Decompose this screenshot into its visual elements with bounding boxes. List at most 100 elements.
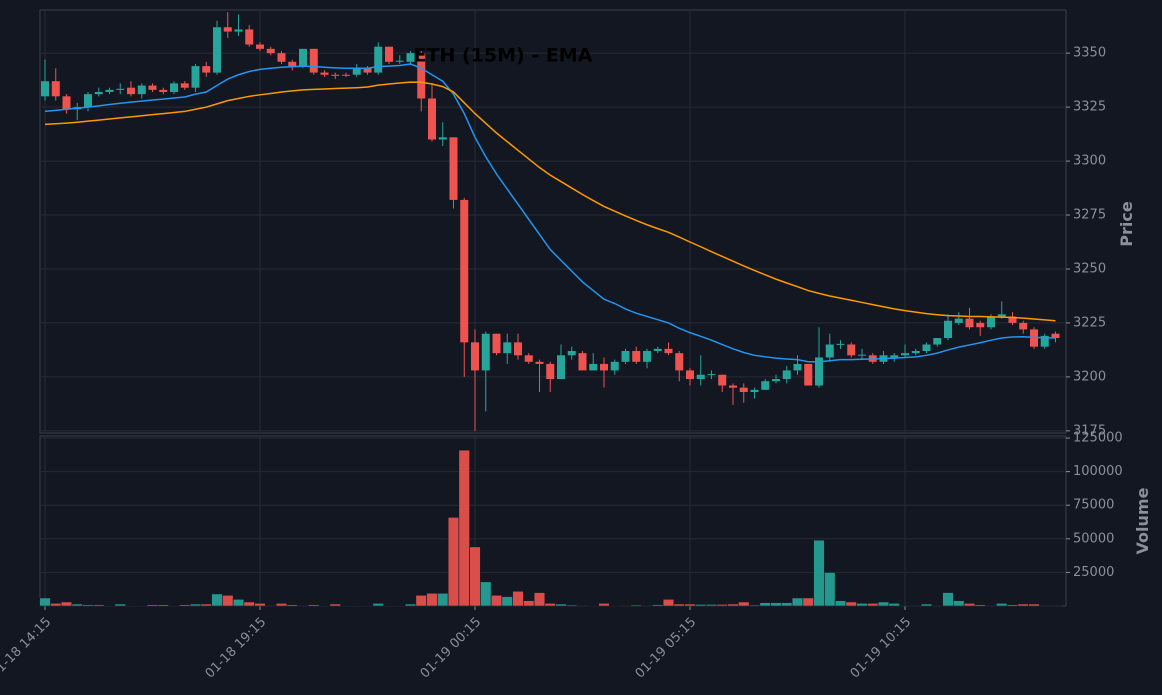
volume-bar: [523, 600, 535, 607]
candle-body: [922, 344, 931, 351]
volume-bar: [802, 597, 814, 607]
volume-panel: [39, 435, 1067, 607]
ema-line: [44, 81, 1056, 322]
candle-body: [51, 81, 60, 97]
y-axis-label: Volume: [1133, 487, 1152, 554]
candle-body: [417, 53, 426, 99]
candle-body: [965, 318, 974, 328]
volume-bar: [1049, 605, 1062, 607]
candle-body: [514, 342, 522, 356]
volume-bar: [920, 603, 933, 607]
volume-bar: [437, 592, 449, 607]
volume-bar: [179, 604, 191, 607]
ema-line: [44, 63, 1056, 363]
candle-body: [481, 333, 490, 371]
candle-body: [750, 389, 759, 392]
candle-body: [127, 87, 135, 95]
candle-body: [1051, 333, 1060, 339]
candle-body: [41, 81, 49, 97]
candle-body: [836, 343, 845, 345]
volume-bar: [555, 603, 567, 607]
candle-body: [997, 314, 1006, 317]
volume-bar: [480, 581, 492, 607]
volume-bar: [867, 603, 879, 607]
candle-body: [191, 66, 200, 88]
volume-bar: [243, 601, 255, 607]
volume-bar: [652, 604, 664, 607]
volume-bar: [82, 604, 94, 607]
volume-bar: [157, 604, 169, 607]
candle-body: [256, 44, 264, 49]
volume-bar: [910, 605, 922, 607]
candle-body: [643, 350, 651, 362]
volume-bar: [372, 603, 384, 607]
volume-bar: [705, 604, 718, 607]
candle-body: [729, 385, 737, 388]
candle-body: [223, 27, 232, 32]
volume-bar: [39, 597, 51, 607]
volume-bar: [641, 605, 653, 607]
y-tick-label: 3300: [1073, 154, 1106, 169]
candle-body: [686, 370, 694, 380]
volume-bar: [1006, 604, 1019, 607]
volume-bar: [813, 539, 825, 607]
candle-body: [621, 350, 630, 362]
candle-body: [858, 354, 866, 356]
price-panel: [39, 9, 1067, 434]
candle-body: [180, 83, 189, 88]
volume-bar: [598, 603, 610, 607]
volume-bar: [759, 602, 771, 607]
volume-bar: [566, 604, 578, 607]
candle-body: [84, 94, 92, 108]
candle-body: [62, 96, 71, 110]
candle-body: [137, 85, 146, 95]
candle-body: [309, 48, 318, 73]
volume-bar: [447, 517, 460, 607]
volume-bar: [544, 603, 556, 607]
volume-bar: [71, 603, 83, 607]
volume-bar: [781, 602, 793, 607]
candle-body: [632, 350, 641, 362]
candle-body: [159, 89, 168, 93]
candle-body: [675, 353, 684, 371]
volume-bar: [963, 603, 976, 607]
candle-body: [320, 72, 329, 75]
candle-body: [664, 348, 673, 354]
candle-body: [245, 29, 254, 45]
volume-bar: [738, 601, 750, 607]
candle-body: [954, 318, 963, 323]
candle-body: [94, 92, 103, 95]
candle-body: [804, 363, 813, 386]
volume-bar: [824, 572, 836, 607]
candle-body: [342, 74, 350, 76]
candle-body: [352, 68, 361, 75]
volume-bar: [286, 604, 298, 607]
volume-bar: [770, 602, 782, 607]
y-axis-label: Price: [1117, 201, 1136, 247]
candle-body: [116, 88, 125, 90]
candle-body: [944, 320, 952, 339]
candle-body: [234, 29, 243, 32]
y-tick-label: 25000: [1073, 565, 1114, 580]
volume-bar: [114, 603, 126, 607]
volume-bar: [308, 604, 320, 607]
volume-bar: [996, 603, 1008, 607]
volume-bar: [469, 546, 481, 607]
volume-bar: [275, 603, 288, 607]
candle-body: [406, 53, 415, 62]
y-tick-label: 3225: [1073, 315, 1106, 330]
candle-body: [653, 348, 662, 351]
candle-body: [987, 316, 995, 328]
candle-body: [890, 355, 899, 358]
volume-bar: [1017, 603, 1029, 607]
marks: [39, 12, 1062, 607]
volume-bar: [630, 604, 642, 607]
candle-body: [815, 357, 823, 386]
candle-body: [976, 322, 985, 328]
candle-body: [546, 363, 555, 380]
volume-bar: [426, 592, 438, 607]
candle-body: [202, 66, 211, 73]
candle-body: [772, 379, 780, 382]
volume-bar: [501, 596, 513, 607]
